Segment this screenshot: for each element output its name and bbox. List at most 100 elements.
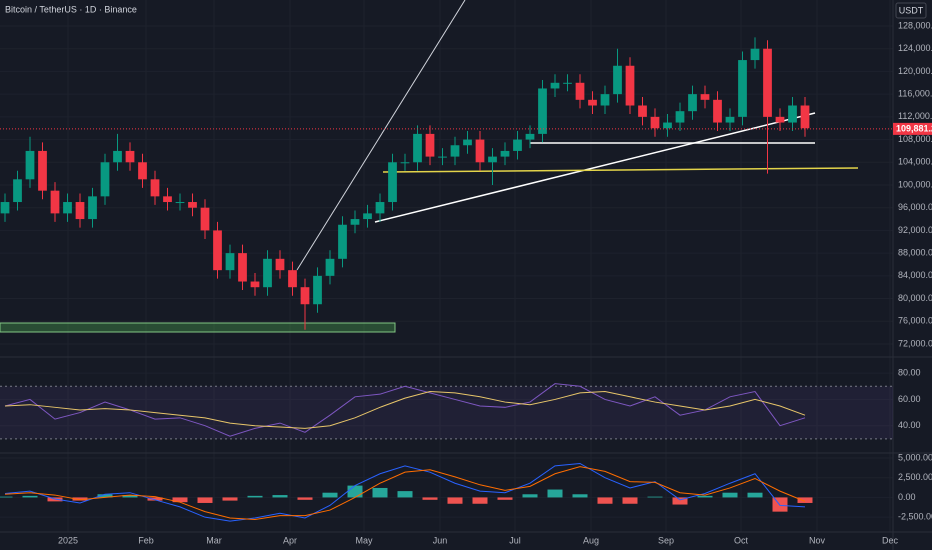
candle-body <box>250 281 260 288</box>
candle-body <box>738 60 747 117</box>
chart-title: Bitcoin / TetherUS · 1D · Binance <box>5 4 137 14</box>
x-tick-label: Jul <box>509 535 521 545</box>
candle-body <box>688 94 697 112</box>
candle-body <box>388 162 397 203</box>
candle-body <box>288 270 297 288</box>
x-tick-label: Aug <box>583 535 599 545</box>
y-tick-label: 108,000.00 <box>898 134 932 144</box>
histogram-bar <box>797 497 813 503</box>
histogram-bar <box>672 497 688 505</box>
candle-body <box>163 196 172 203</box>
y-tick-label: 88,000.00 <box>898 248 932 258</box>
candle-body <box>750 48 760 61</box>
y-tick-label: 84,000.00 <box>898 270 932 280</box>
candle-body <box>200 207 210 231</box>
candle-body <box>125 150 135 163</box>
candle-body <box>113 150 122 163</box>
y-tick-label: 104,000.00 <box>898 157 932 167</box>
candle-body <box>325 258 335 276</box>
y-tick-label: 96,000.00 <box>898 202 932 212</box>
x-tick-label: Sep <box>658 535 674 545</box>
candle-body <box>25 150 35 180</box>
candle-body <box>425 133 435 157</box>
y-tick-label: 76,000.00 <box>898 316 932 326</box>
candle-body <box>700 94 710 100</box>
y-tick-label: 124,000.00 <box>898 43 932 53</box>
histogram-bar <box>722 492 738 498</box>
y-tick-label: 60.00 <box>898 394 921 404</box>
indicator-line <box>4 383 806 437</box>
candle-body <box>563 82 572 84</box>
histogram-bar <box>222 497 238 501</box>
histogram-bar <box>697 495 713 498</box>
candle-body <box>300 287 310 305</box>
candle-body <box>50 190 60 214</box>
histogram-bar <box>647 496 663 498</box>
candle-body <box>625 65 635 106</box>
histogram-bar <box>297 497 313 500</box>
candle-body <box>525 133 535 140</box>
x-tick-label: Oct <box>734 535 749 545</box>
candle-body <box>13 179 22 203</box>
y-tick-label: 112,000.00 <box>898 111 932 121</box>
x-tick-label: Feb <box>138 535 154 545</box>
trend-line <box>296 0 466 271</box>
histogram-bar <box>547 489 563 498</box>
candle-body <box>725 116 735 123</box>
y-tick-label: 0.00 <box>898 492 916 502</box>
candle-body <box>675 111 685 123</box>
candle-body <box>363 213 372 220</box>
last-price-badge <box>893 122 932 135</box>
candle-body <box>463 139 472 146</box>
marks <box>0 37 893 522</box>
histogram-bar <box>622 497 638 504</box>
histogram-bar <box>747 492 763 498</box>
candle-body <box>350 219 360 225</box>
histogram-bar <box>522 494 538 498</box>
candle-body <box>713 99 722 123</box>
y-tick-label: -2,500.00 <box>898 512 932 522</box>
histogram-bar <box>472 497 488 504</box>
candle-body <box>88 196 97 220</box>
currency: USDT <box>899 5 924 15</box>
candle-body <box>100 162 110 197</box>
candle-body <box>38 150 47 191</box>
candle-body <box>313 275 322 305</box>
histogram-bar <box>122 495 138 498</box>
support-zone <box>0 322 396 333</box>
candle-body <box>188 202 197 208</box>
y-tick-label: 80,000.00 <box>898 293 932 303</box>
y-tick-label: 120,000.00 <box>898 66 932 76</box>
candle-body <box>338 224 347 259</box>
candle-body <box>138 162 147 180</box>
x-tick-label: Apr <box>283 535 297 545</box>
y-tick-label: 72,000.00 <box>898 338 932 348</box>
histogram-bar <box>197 497 213 503</box>
x-tick-label: Mar <box>206 535 222 545</box>
candle-body <box>75 202 85 220</box>
candle-body <box>575 82 585 100</box>
candle-body <box>225 253 235 271</box>
candle-body <box>63 202 72 214</box>
candle-body <box>550 82 560 89</box>
y-tick-label: 116,000.00 <box>898 89 932 99</box>
candle-body <box>500 150 510 157</box>
candle-body <box>275 258 285 271</box>
candle-body <box>400 162 410 164</box>
candle-body <box>150 179 160 197</box>
histogram-bar <box>597 497 613 504</box>
histogram-bar <box>172 497 188 503</box>
histogram-bar <box>372 487 388 498</box>
y-tick-label: 128,000.00 <box>898 20 932 30</box>
candle-body <box>663 122 672 129</box>
histogram-bar <box>22 495 38 498</box>
x-tick-label: 2025 <box>58 535 78 545</box>
candle-body <box>775 116 785 123</box>
grid <box>0 0 893 532</box>
histogram-bar <box>147 497 163 501</box>
histogram-bar <box>347 485 363 498</box>
indicator-line <box>4 462 806 522</box>
candle-body <box>650 116 660 129</box>
